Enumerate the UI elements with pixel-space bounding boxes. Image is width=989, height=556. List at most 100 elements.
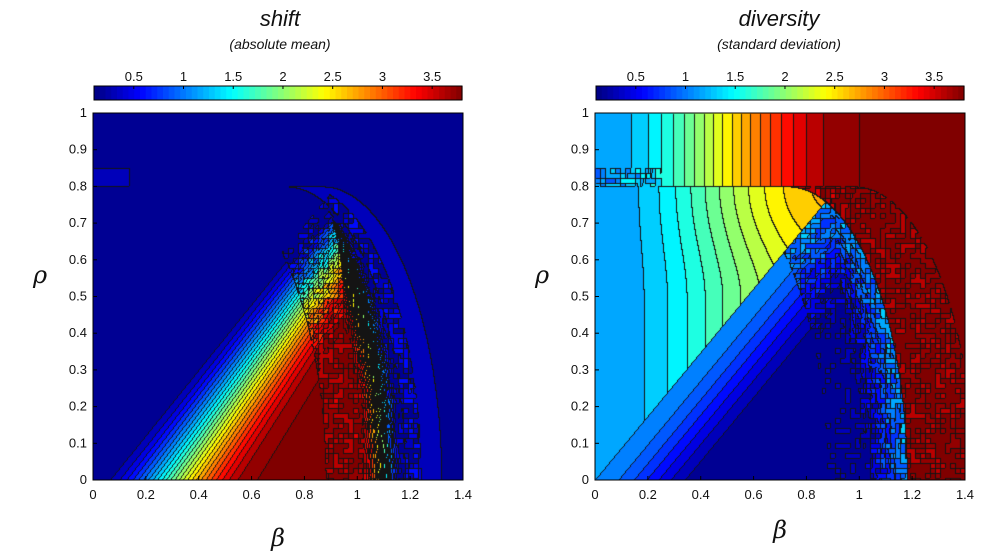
colorbar-swatch: [958, 86, 965, 100]
colorbar-swatch: [232, 86, 239, 100]
colorbar-swatch: [197, 86, 204, 100]
y-tick-label: 1: [582, 105, 589, 120]
colorbar-swatch: [935, 86, 942, 100]
colorbar-swatch: [105, 86, 112, 100]
colorbar-swatch: [157, 86, 164, 100]
colorbar-swatch: [872, 86, 879, 100]
colorbar-swatch: [117, 86, 124, 100]
y-tick-label: 0.4: [571, 325, 589, 340]
colorbar-swatch: [906, 86, 913, 100]
axes: 0 0.2 0.4 0.6 0.8 1 1.2 1.4 0 0.1 0.2 0.3 0.4 0.5 0.6 0…: [571, 105, 974, 502]
x-tick-label: 1.4: [956, 487, 974, 502]
y-tick-label: 0.6: [69, 252, 87, 267]
colorbar-swatch: [151, 86, 158, 100]
colorbar-swatch: [912, 86, 919, 100]
colorbar-swatch: [693, 86, 701, 100]
colorbar-swatch: [837, 86, 844, 100]
x-tick-label: 0.2: [137, 487, 155, 502]
colorbar-tick-label: 0.5: [125, 69, 143, 84]
colorbar-swatch: [295, 86, 302, 100]
colorbar-swatch: [762, 86, 770, 100]
x-tick-label: 1: [856, 487, 863, 502]
colorbar-tick-label: 2: [781, 69, 788, 84]
colorbar-swatch: [843, 86, 850, 100]
colorbar-swatch: [814, 86, 821, 100]
colorbar-swatch: [347, 86, 354, 100]
colorbar-swatch: [220, 86, 227, 100]
colorbar-swatch: [808, 86, 816, 100]
y-tick-label: 0: [80, 472, 87, 487]
colorbar-swatch: [889, 86, 896, 100]
y-tick-label: 0: [582, 472, 589, 487]
colorbar-swatch: [774, 86, 781, 100]
y-tick-label: 0.5: [69, 289, 87, 304]
panel-diversity: diversity (standard deviation) 0.5 1 1.5 2 2…: [534, 6, 974, 544]
y-tick-label: 0.7: [69, 215, 87, 230]
y-tick-label: 0.2: [69, 399, 87, 414]
colorbar-swatch: [941, 86, 948, 100]
colorbar-swatch: [364, 86, 371, 100]
colorbar-swatch: [820, 86, 827, 100]
colorbar-swatch: [866, 86, 873, 100]
colorbar-swatch: [803, 86, 810, 100]
colorbar-swatch: [243, 86, 250, 100]
colorbar-swatch: [427, 86, 434, 100]
colorbar-swatch: [128, 86, 135, 100]
colorbar-swatch: [358, 86, 365, 100]
colorbar-swatch: [260, 86, 268, 100]
x-tick-label: 1.4: [454, 487, 472, 502]
colorbar-swatch: [670, 86, 678, 100]
colorbar-swatch: [791, 86, 798, 100]
colorbar-swatch: [854, 86, 862, 100]
y-tick-label: 0.9: [571, 142, 589, 157]
colorbar-swatch: [722, 86, 729, 100]
y-tick-label: 0.8: [69, 178, 87, 193]
colorbar-swatch: [918, 86, 925, 100]
colorbar-tick-label: 3: [379, 69, 386, 84]
y-axis-label: ρ: [32, 261, 47, 289]
colorbar-swatch: [318, 86, 325, 100]
colorbar-swatch: [433, 86, 440, 100]
colorbar-swatch: [352, 86, 360, 100]
colorbar-swatch: [375, 86, 383, 100]
colorbar-swatch: [324, 86, 331, 100]
colorbar-swatch: [404, 86, 411, 100]
x-tick-label: 0: [591, 487, 598, 502]
y-tick-label: 0.9: [69, 142, 87, 157]
colorbar-swatch: [272, 86, 279, 100]
colorbar-swatch: [849, 86, 856, 100]
colorbar-swatch: [676, 86, 683, 100]
colorbar-tick-label: 1: [682, 69, 689, 84]
colorbar-swatch: [329, 86, 337, 100]
colorbar: 0.5 1 1.5 2 2.5 3 3.5: [595, 69, 965, 101]
colorbar-swatch: [237, 86, 245, 100]
colorbar-swatch: [739, 86, 747, 100]
colorbar-swatch: [952, 86, 959, 100]
colorbar-swatch: [180, 86, 187, 100]
colorbar-swatch: [923, 86, 931, 100]
colorbar-swatch: [439, 86, 446, 100]
y-tick-label: 0.1: [571, 435, 589, 450]
colorbar-swatch: [134, 86, 141, 100]
colorbar-swatch: [785, 86, 793, 100]
x-axis-label: β: [270, 524, 285, 552]
x-tick-label: 0.4: [692, 487, 710, 502]
colorbar-swatch: [711, 86, 718, 100]
y-tick-label: 0.2: [571, 399, 589, 414]
y-tick-label: 0.7: [571, 215, 589, 230]
colorbar-swatch: [619, 86, 626, 100]
colorbar-swatch: [94, 86, 101, 100]
colorbar-swatch: [306, 86, 314, 100]
x-tick-label: 1.2: [401, 487, 419, 502]
panel-subtitle: (absolute mean): [229, 36, 330, 52]
colorbar-swatch: [636, 86, 643, 100]
colorbar-swatch: [780, 86, 787, 100]
colorbar-swatch: [797, 86, 804, 100]
colorbar-swatch: [831, 86, 839, 100]
colorbar-swatch: [946, 86, 954, 100]
colorbar-swatch: [370, 86, 377, 100]
colorbar-swatch: [444, 86, 452, 100]
y-tick-label: 0.3: [571, 362, 589, 377]
colorbar-tick-label: 2.5: [324, 69, 342, 84]
colorbar-swatch: [283, 86, 291, 100]
